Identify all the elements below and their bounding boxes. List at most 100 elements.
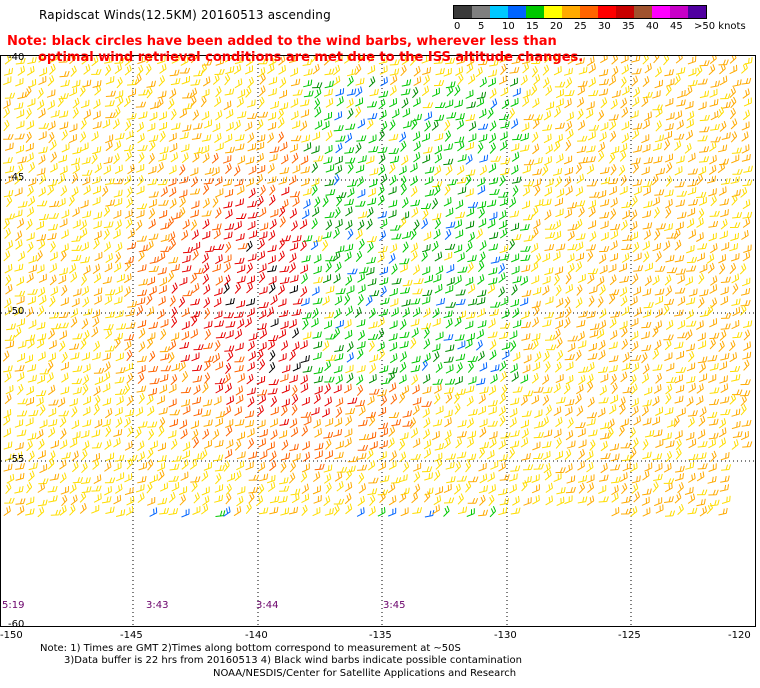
wind-barb	[608, 75, 617, 86]
wind-barb	[545, 85, 553, 96]
wind-barb	[652, 326, 659, 338]
wind-barb	[159, 384, 168, 394]
wind-barb	[464, 338, 473, 349]
wind-barb	[223, 405, 232, 416]
wind-barb	[114, 140, 122, 152]
wind-barb	[686, 320, 697, 327]
wind-barb	[555, 122, 565, 130]
wind-barb	[4, 334, 16, 341]
wind-barb	[522, 165, 531, 174]
wind-barb	[501, 341, 511, 351]
wind-barb	[82, 419, 92, 428]
wind-barb	[553, 219, 562, 230]
wind-barb	[489, 349, 497, 361]
wind-barb	[368, 134, 377, 144]
wind-barb	[742, 441, 753, 448]
wind-barb	[3, 218, 10, 230]
wind-barb	[586, 495, 595, 506]
wind-barb	[620, 54, 629, 64]
scale-swatch	[490, 6, 508, 18]
wind-barb	[290, 78, 301, 87]
wind-barb	[179, 164, 186, 176]
wind-barb	[334, 451, 344, 460]
wind-barb	[69, 343, 80, 350]
wind-barb	[642, 288, 652, 297]
wind-barb	[423, 327, 430, 339]
wind-barb	[609, 130, 617, 142]
wind-barb	[36, 250, 43, 262]
scale-label: 15	[526, 21, 539, 32]
wind-barb	[432, 351, 440, 363]
wind-barb	[510, 397, 520, 406]
wind-barb	[378, 98, 386, 110]
wind-barb	[91, 485, 102, 492]
wind-barb	[279, 418, 290, 426]
wind-barb	[289, 443, 299, 452]
wind-barb	[465, 114, 476, 122]
wind-barb	[720, 352, 730, 361]
wind-barb	[465, 142, 474, 151]
wind-barb	[321, 408, 330, 418]
wind-barb	[477, 200, 487, 209]
wind-barb	[512, 87, 521, 97]
wind-barb	[401, 155, 409, 166]
wind-barb	[644, 275, 652, 287]
wind-barb	[520, 395, 528, 406]
wind-barb	[431, 87, 440, 97]
wind-barb	[39, 419, 48, 429]
wind-barb	[368, 506, 376, 517]
wind-barb	[697, 440, 708, 448]
wind-barb	[280, 235, 292, 242]
wind-barb	[378, 407, 387, 417]
wind-barb	[81, 352, 90, 361]
wind-barb	[477, 274, 485, 285]
wind-barb	[620, 418, 629, 428]
wind-barb	[631, 75, 639, 87]
wind-barb	[281, 364, 291, 374]
wind-barb	[740, 394, 747, 407]
wind-barb	[158, 75, 165, 87]
wind-barb	[653, 384, 662, 394]
wind-barb	[719, 75, 728, 86]
wind-barb	[445, 301, 456, 308]
wind-barb	[410, 242, 418, 253]
wind-barb	[79, 491, 87, 503]
wind-barb	[443, 310, 453, 319]
wind-barb	[311, 286, 320, 296]
wind-barb	[411, 327, 419, 338]
wind-barb	[644, 462, 653, 472]
wind-barb	[147, 497, 156, 506]
wind-barb	[302, 187, 312, 196]
wind-barb	[631, 397, 639, 408]
wind-barb	[193, 344, 204, 351]
wind-barb	[542, 319, 552, 328]
wind-barb	[677, 274, 685, 285]
wind-barb	[532, 168, 542, 176]
wind-barb	[92, 459, 100, 470]
wind-barb	[6, 195, 13, 208]
wind-barb	[554, 176, 562, 188]
wind-barb	[126, 197, 133, 209]
wind-barb	[479, 441, 489, 450]
wind-barb	[225, 66, 235, 75]
wind-barb	[479, 473, 488, 484]
wind-barb	[598, 150, 605, 163]
wind-barb	[577, 120, 586, 131]
wind-barb	[378, 348, 385, 361]
wind-barb	[577, 460, 585, 471]
wind-barb	[556, 350, 564, 362]
wind-barb	[531, 205, 539, 217]
wind-barb	[488, 231, 499, 240]
wind-barb	[421, 218, 429, 230]
wind-barb	[160, 365, 172, 372]
wind-barb	[534, 253, 542, 265]
wind-barb	[82, 374, 90, 386]
wind-barb	[71, 186, 79, 198]
wind-barb	[169, 198, 177, 209]
scale-label: 45	[670, 21, 683, 32]
wind-barb	[455, 298, 466, 306]
wind-barb	[358, 419, 368, 427]
wind-barb	[201, 486, 210, 496]
wind-barb	[466, 207, 475, 217]
wind-barb	[135, 406, 144, 417]
